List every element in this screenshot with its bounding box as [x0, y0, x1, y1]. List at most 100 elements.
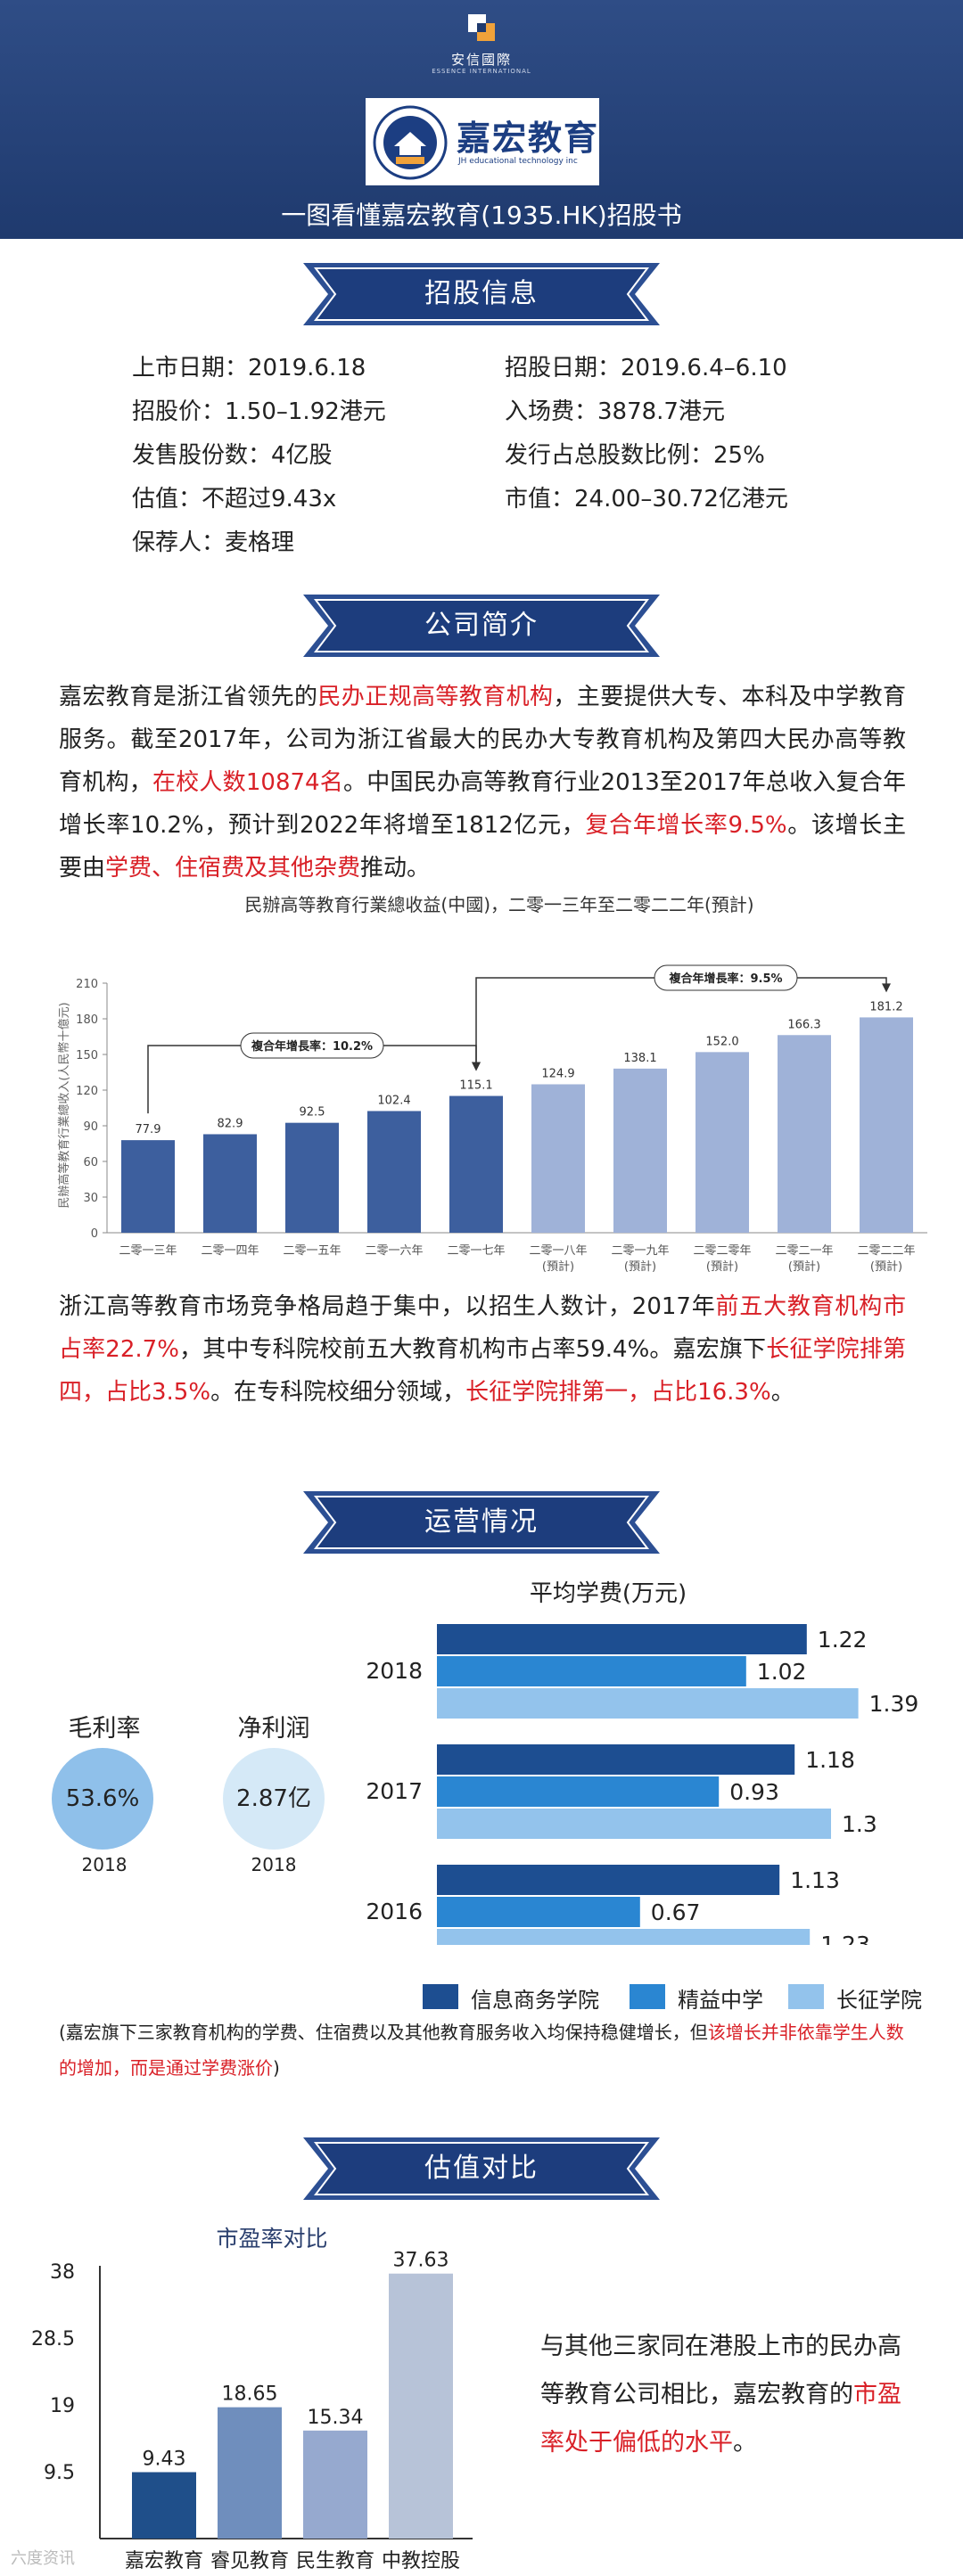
profile-text: 嘉宏教育是浙江省领先的	[59, 684, 318, 710]
tuition-bar	[437, 1865, 780, 1895]
x-tick-label: 二零二零年	[693, 1244, 751, 1258]
net-profit-year: 2018	[251, 1854, 297, 1875]
profile-paragraph-1: 嘉宏教育是浙江省领先的民办正规高等教育机构，主要提供大专、本科及中学教育服务。截…	[59, 676, 906, 890]
y-axis-label: 民辦高等教育行業總收入(人民幣十億元)	[57, 1002, 71, 1208]
tuition-bar	[437, 1624, 807, 1654]
brand-name: 安信國際	[450, 52, 512, 68]
profile-text: 。	[770, 1379, 794, 1406]
revenue-bar	[860, 1017, 913, 1233]
page-header: 安信國際 ESSENCE INTERNATIONAL 嘉宏教育 JH educa…	[0, 0, 963, 239]
tuition-bar	[437, 1776, 720, 1807]
x-tick-label: 二零一三年	[119, 1244, 177, 1258]
essence-logo-icon	[468, 14, 495, 41]
gross-margin-label: 毛利率	[68, 1715, 141, 1743]
tuition-bar	[437, 1897, 640, 1927]
ipo-sponsor: 保荐人：麦格理	[132, 529, 295, 556]
chart-title: 平均学费(万元)	[530, 1580, 687, 1607]
legend-swatch	[788, 1984, 824, 2009]
profile-highlight: 民办正规高等教育机构	[317, 684, 554, 710]
cagr-label: 複合年增長率：9.5%	[668, 972, 782, 986]
tuition-value-label: 1.13	[790, 1867, 840, 1893]
profile-text: ，主要提供大专、本科及中学教育服务。截至2017年，公司为浙江省最大的民办大专教…	[59, 684, 906, 796]
legend-label: 精益中学	[678, 1988, 763, 2013]
bar-value-label: 102.4	[377, 1094, 410, 1107]
profile-highlight: 复合年增长率9.5%	[585, 812, 787, 839]
operations-note: (嘉宏旗下三家教育机构的学费、住宿费以及其他教育服务收入均保持稳健增长，但该增长…	[59, 2014, 906, 2086]
cagr-label: 複合年增長率：10.2%	[251, 1039, 373, 1054]
pe-value-label: 18.65	[222, 2383, 278, 2406]
pe-bar	[218, 2407, 282, 2539]
revenue-bar	[778, 1035, 831, 1233]
pe-value-label: 37.63	[393, 2250, 449, 2272]
pe-category-label: 睿见教育	[210, 2550, 289, 2572]
section-heading: 估值对比	[424, 2153, 539, 2184]
section-heading: 运营情况	[424, 1506, 539, 1538]
bar-value-label: 138.1	[623, 1052, 656, 1065]
legend-label: 长征学院	[836, 1988, 922, 2013]
profile-text: 。该增长主要由	[59, 812, 906, 882]
bar-value-label: 92.5	[300, 1106, 325, 1120]
projected-label: (預計)	[624, 1259, 656, 1274]
x-tick-label: 二零二二年	[857, 1244, 915, 1258]
profile-text: 浙江高等教育市场竞争格局趋于集中，以招生人数计，2017年	[59, 1293, 716, 1320]
pe-value-label: 15.34	[308, 2407, 364, 2429]
profile-text: 推动。	[360, 855, 431, 882]
x-tick-label: 二零一四年	[201, 1244, 259, 1258]
y-tick-label: 0	[91, 1227, 98, 1241]
profile-highlight: 长征学院排第一，占比16.3%	[465, 1379, 771, 1406]
page-title: 一图看懂嘉宏教育(1935.HK)招股书	[281, 201, 682, 230]
net-profit-circle: 2.87亿	[223, 1748, 325, 1850]
year-label: 2017	[366, 1778, 423, 1804]
projected-label: (預計)	[788, 1259, 820, 1274]
profile-text: 。在专科院校细分领域，	[210, 1379, 466, 1406]
profile-text: ，其中专科院校前五大教育机构市占率59.4%。嘉宏旗下	[178, 1336, 767, 1363]
year-label: 2016	[366, 1899, 423, 1924]
ipo-valuation: 估值：不超过9.43x	[132, 486, 337, 513]
school-emblem-icon	[373, 105, 448, 180]
revenue-bar	[121, 1140, 175, 1233]
legend-swatch	[423, 1984, 458, 2009]
note-highlight: 该增长并非依靠学生人数的增加，而是通过学费涨价	[59, 2022, 904, 2079]
x-tick-label: 二零一七年	[447, 1244, 505, 1258]
ipo-subscription-date: 招股日期：2019.6.4–6.10	[505, 355, 787, 381]
section-heading: 公司简介	[424, 610, 539, 641]
cagr-box	[654, 964, 798, 991]
profile-text: 。中国民办高等教育行业2013至2017年总收入复合年增长率10.2%，预计到2…	[59, 769, 906, 839]
pe-ratio-chart: 市盈率对比 9.5 19 28.5 38 9.43 嘉宏教育 18.65 睿见教育 15.34…	[31, 2226, 473, 2572]
ipo-listing-date: 上市日期：2019.6.18	[132, 355, 366, 381]
tuition-value-label: 1.18	[805, 1747, 855, 1773]
tuition-value-label: 1.22	[818, 1627, 868, 1653]
chart-title: 市盈率对比	[216, 2226, 327, 2252]
ipo-entry-fee: 入场费：3878.7港元	[505, 398, 725, 425]
pe-category-label: 嘉宏教育	[125, 2550, 203, 2572]
bar-value-label: 82.9	[218, 1117, 243, 1130]
tuition-bar	[437, 1656, 746, 1686]
brand-subtitle: ESSENCE INTERNATIONAL	[432, 68, 531, 75]
tuition-bar	[437, 1744, 795, 1775]
valuation-text: 与其他三家同在港股上市的民办高等教育公司相比，嘉宏教育的市盈率处于偏低的水平。	[540, 2323, 915, 2467]
note-text: )	[273, 2057, 280, 2079]
bar-value-label: 166.3	[787, 1018, 820, 1031]
y-tick-label: 210	[76, 978, 98, 991]
arrow-icon	[472, 1062, 481, 1071]
bar-value-label: 181.2	[869, 1000, 902, 1013]
y-tick-label: 120	[76, 1085, 98, 1098]
profile-paragraph-2: 浙江高等教育市场竞争格局趋于集中，以招生人数计，2017年前五大教育机构市占率2…	[59, 1285, 906, 1414]
gross-margin-value: 53.6%	[65, 1785, 140, 1812]
logo-english: JH educational technology inc	[458, 157, 578, 166]
legend-label: 信息商务学院	[471, 1988, 599, 2013]
average-tuition-chart: 平均学费(万元) 2018 1.22 1.02 1.39 2017 1.18 0.93 1.3…	[366, 1580, 918, 1945]
pe-value-label: 9.43	[143, 2449, 186, 2471]
y-tick-label: 19	[50, 2395, 75, 2417]
valuation-text: 与其他三家同在港股上市的民办高等教育公司相比，嘉宏教育的	[540, 2333, 901, 2408]
x-tick-label: 二零一九年	[611, 1244, 669, 1258]
tuition-bar	[437, 1809, 831, 1839]
y-tick-label: 90	[83, 1120, 98, 1134]
note-text: (嘉宏旗下三家教育机构的学费、住宿费以及其他教育服务收入均保持稳健增长，但	[59, 2022, 708, 2043]
ipo-shares: 发售股份数：4亿股	[132, 442, 333, 469]
x-tick-label: 二零一五年	[283, 1244, 341, 1258]
pe-category-label: 民生教育	[296, 2550, 374, 2572]
section-heading: 招股信息	[424, 278, 539, 309]
pe-category-label: 中教控股	[382, 2550, 460, 2572]
tuition-value-label: 0.67	[651, 1899, 701, 1925]
